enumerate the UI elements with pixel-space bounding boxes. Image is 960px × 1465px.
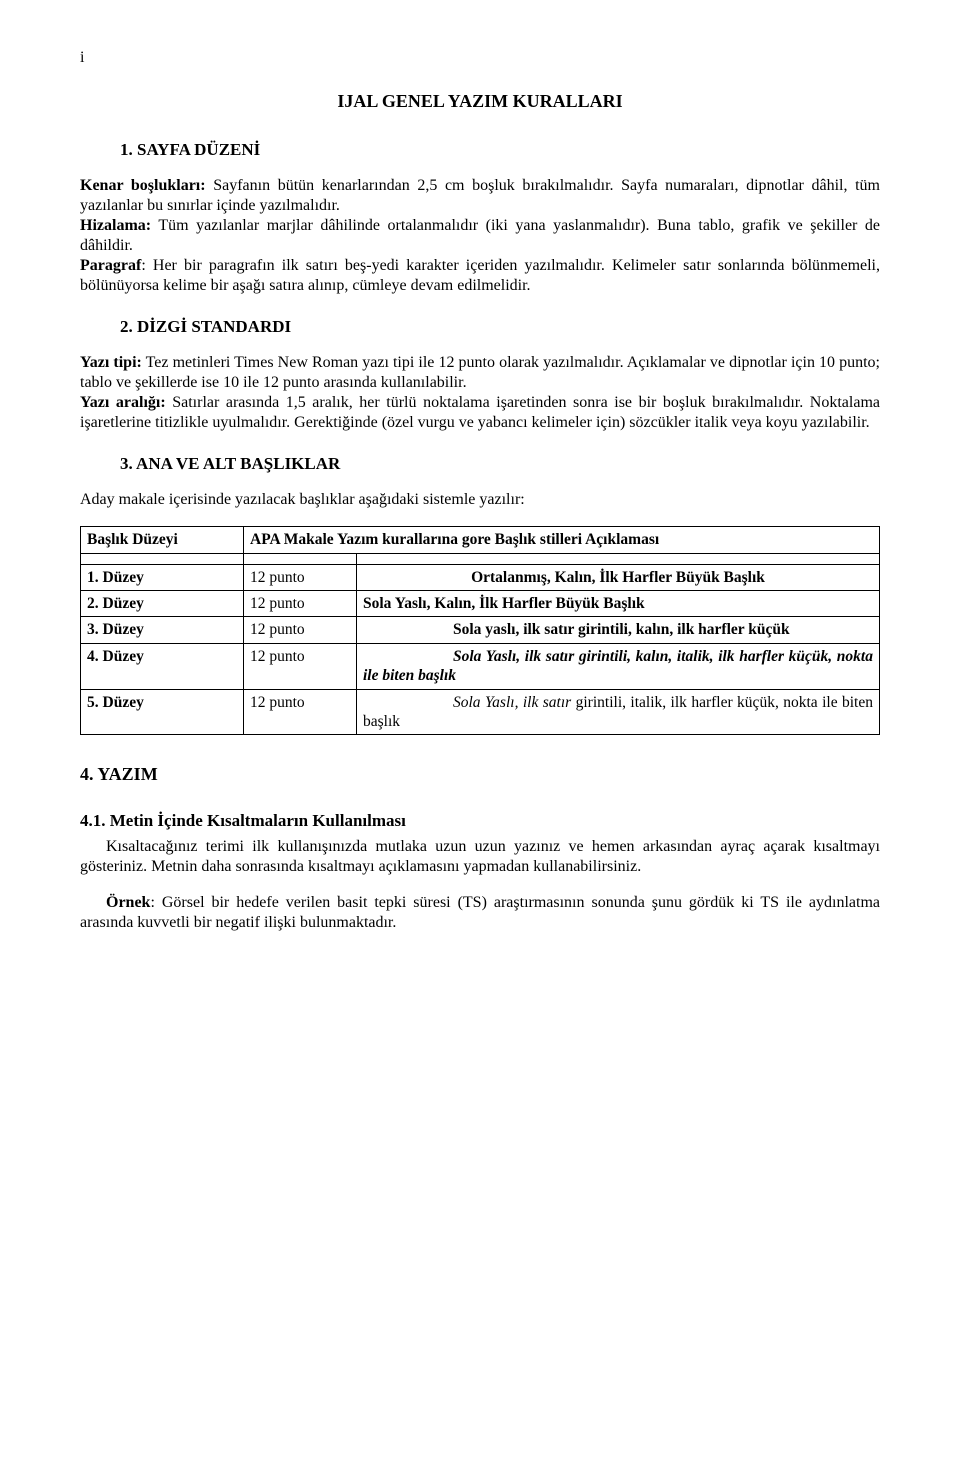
- label-ornek: Örnek: [106, 894, 150, 911]
- document-page: i IJAL GENEL YAZIM KURALLARI 1. SAYFA DÜ…: [0, 0, 960, 997]
- cell-pt-1: 12 punto: [244, 564, 357, 590]
- section-3-heading: 3. ANA VE ALT BAŞLIKLAR: [120, 453, 880, 474]
- label-yazi-araligi: Yazı aralığı:: [80, 394, 166, 411]
- hdr-apa-aciklama: APA Makale Yazım kurallarına gore Başlık…: [244, 527, 880, 553]
- s4-1-paragraph: Kısaltacağınız terimi ilk kullanışınızda…: [80, 837, 880, 877]
- section-4-heading: 4. YAZIM: [80, 763, 880, 786]
- page-number: i: [80, 48, 880, 68]
- cell-desc-4-text: Sola Yaslı, ilk satır girintili, kalın, …: [363, 648, 873, 684]
- s2-p2-text: Satırlar arasında 1,5 aralık, her türlü …: [80, 394, 880, 431]
- cell-desc-2: Sola Yaslı, Kalın, İlk Harfler Büyük Baş…: [357, 591, 880, 617]
- table-row: 2. Düzey 12 punto Sola Yaslı, Kalın, İlk…: [81, 591, 880, 617]
- cell-level-3: 3. Düzey: [81, 617, 244, 643]
- cell-pt-4: 12 punto: [244, 643, 357, 689]
- hdr-baslik-duzeyi: Başlık Düzeyi: [81, 527, 244, 553]
- s1-p3-text: : Her bir paragrafın ilk satırı beş-yedi…: [80, 257, 880, 294]
- cell-level-1: 1. Düzey: [81, 564, 244, 590]
- cell-pt-5: 12 punto: [244, 689, 357, 735]
- s2-p1-text: Tez metinleri Times New Roman yazı tipi …: [80, 354, 880, 391]
- table-header-row: Başlık Düzeyi APA Makale Yazım kuralları…: [81, 527, 880, 553]
- cell-desc-5-prefix: Sola Yaslı, ilk satır: [453, 694, 571, 711]
- cell-desc-3: Sola yaslı, ilk satır girintili, kalın, …: [357, 617, 880, 643]
- s3-intro: Aday makale içerisinde yazılacak başlıkl…: [80, 490, 880, 510]
- cell-desc-3-text: Sola yaslı, ilk satır girintili, kalın, …: [453, 621, 790, 638]
- s4-example-text: : Görsel bir hedefe verilen basit tepki …: [80, 894, 880, 931]
- section-2-heading: 2. DİZGİ STANDARDI: [120, 316, 880, 337]
- table-spacer-row: [81, 553, 880, 564]
- s1-p2-text: Tüm yazılanlar marjlar dâhilinde ortalan…: [80, 217, 880, 254]
- table-row: 3. Düzey 12 punto Sola yaslı, ilk satır …: [81, 617, 880, 643]
- cell-pt-3: 12 punto: [244, 617, 357, 643]
- label-paragraf: Paragraf: [80, 257, 141, 274]
- cell-desc-1: Ortalanmış, Kalın, İlk Harfler Büyük Baş…: [357, 564, 880, 590]
- cell-level-4: 4. Düzey: [81, 643, 244, 689]
- s1-p2: Hizalama: Tüm yazılanlar marjlar dâhilin…: [80, 216, 880, 256]
- table-row: 4. Düzey 12 punto Sola Yaslı, ilk satır …: [81, 643, 880, 689]
- table-row: 5. Düzey 12 punto Sola Yaslı, ilk satır …: [81, 689, 880, 735]
- label-kenar-bosluklari: Kenar boşlukları:: [80, 177, 206, 194]
- heading-styles-table: Başlık Düzeyi APA Makale Yazım kuralları…: [80, 526, 880, 735]
- cell-pt-2: 12 punto: [244, 591, 357, 617]
- cell-desc-5: Sola Yaslı, ilk satır girintili, italik,…: [357, 689, 880, 735]
- cell-desc-5-rest: girintili, italik, ilk harfler küçük, no…: [363, 694, 873, 730]
- cell-level-2: 2. Düzey: [81, 591, 244, 617]
- table-row: 1. Düzey 12 punto Ortalanmış, Kalın, İlk…: [81, 564, 880, 590]
- s4-example: Örnek: Görsel bir hedefe verilen basit t…: [80, 893, 880, 933]
- cell-desc-4: Sola Yaslı, ilk satır girintili, kalın, …: [357, 643, 880, 689]
- s2-p2: Yazı aralığı: Satırlar arasında 1,5 aral…: [80, 393, 880, 433]
- s1-p3: Paragraf: Her bir paragrafın ilk satırı …: [80, 256, 880, 296]
- s2-p1: Yazı tipi: Tez metinleri Times New Roman…: [80, 353, 880, 393]
- section-1-heading: 1. SAYFA DÜZENİ: [120, 139, 880, 160]
- label-hizalama: Hizalama:: [80, 217, 151, 234]
- s1-p1: Kenar boşlukları: Sayfanın bütün kenarla…: [80, 176, 880, 216]
- cell-level-5: 5. Düzey: [81, 689, 244, 735]
- document-title: IJAL GENEL YAZIM KURALLARI: [80, 90, 880, 113]
- label-yazi-tipi: Yazı tipi:: [80, 354, 142, 371]
- section-4-1-heading: 4.1. Metin İçinde Kısaltmaların Kullanıl…: [80, 810, 880, 831]
